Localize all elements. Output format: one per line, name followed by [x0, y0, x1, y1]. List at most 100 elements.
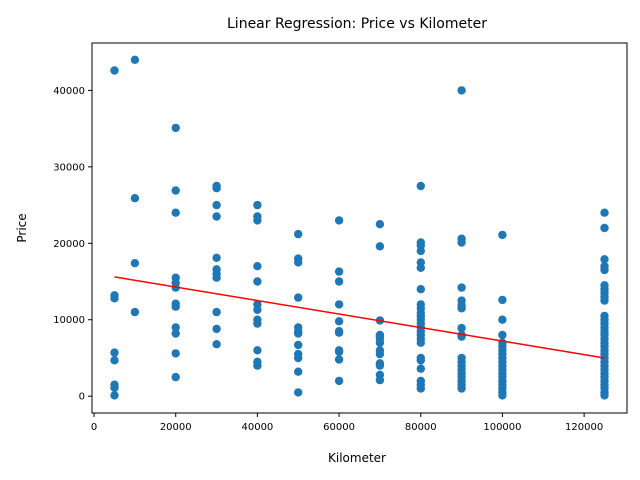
- data-point: [600, 223, 609, 233]
- data-point: [416, 285, 425, 294]
- data-point: [334, 328, 344, 337]
- y-tick-label: 40000: [53, 86, 85, 97]
- data-point: [334, 216, 344, 225]
- data-point: [253, 361, 262, 370]
- data-point: [212, 307, 221, 317]
- data-point: [212, 184, 221, 193]
- data-point: [294, 388, 303, 397]
- data-point: [457, 86, 466, 95]
- y-tick-label: 0: [79, 392, 85, 403]
- regression-layer: [114, 276, 605, 359]
- data-point: [171, 123, 180, 133]
- data-point: [375, 375, 385, 385]
- data-point: [457, 323, 466, 333]
- data-point: [416, 338, 425, 347]
- data-point: [212, 253, 221, 262]
- data-point: [294, 353, 303, 363]
- data-point: [294, 258, 303, 267]
- data-point: [600, 208, 609, 217]
- data-point: [375, 338, 385, 347]
- data-point: [171, 186, 180, 195]
- x-axis-label: Kilometer: [328, 451, 386, 465]
- data-point: [110, 391, 119, 400]
- data-point: [212, 200, 221, 210]
- data-point: [600, 296, 609, 305]
- data-point: [253, 346, 262, 355]
- data-point: [253, 200, 262, 210]
- data-point: [130, 55, 140, 64]
- data-point: [416, 384, 425, 393]
- data-point: [600, 391, 609, 400]
- data-point: [498, 330, 507, 340]
- data-point: [171, 323, 180, 332]
- data-point: [171, 372, 180, 382]
- data-point: [253, 277, 262, 286]
- data-point: [253, 319, 262, 328]
- data-point: [253, 262, 262, 271]
- x-tick-label: 40000: [241, 422, 273, 433]
- data-point: [110, 66, 119, 75]
- data-point: [375, 220, 385, 229]
- data-point: [498, 391, 507, 400]
- data-point: [294, 229, 303, 239]
- x-axis-ticks: 0 20000 40000 60000 80000 100000 120000: [91, 413, 603, 433]
- x-tick-label: 60000: [323, 422, 355, 433]
- data-point: [110, 383, 119, 392]
- y-axis-label: Price: [15, 213, 29, 242]
- data-point: [253, 305, 262, 314]
- data-point: [457, 283, 466, 292]
- y-tick-label: 20000: [53, 239, 85, 250]
- data-point: [171, 349, 180, 358]
- data-point: [130, 194, 140, 203]
- data-point: [600, 265, 609, 275]
- data-point: [294, 293, 303, 302]
- y-axis-ticks: 0 10000 20000 30000 40000: [53, 86, 92, 403]
- regression-line: [114, 276, 605, 359]
- data-point: [334, 267, 344, 276]
- data-point: [334, 300, 344, 309]
- data-point: [110, 348, 119, 357]
- data-point: [130, 259, 140, 268]
- data-point: [130, 307, 140, 317]
- data-point: [375, 242, 385, 251]
- data-point: [171, 329, 180, 338]
- data-point: [498, 295, 507, 305]
- data-point: [416, 356, 425, 365]
- data-point: [416, 181, 425, 191]
- data-point: [457, 238, 466, 247]
- x-tick-label: 100000: [483, 422, 521, 433]
- x-tick-label: 120000: [565, 422, 603, 433]
- data-point: [334, 347, 344, 356]
- data-point: [334, 355, 344, 364]
- data-point: [416, 263, 425, 272]
- data-point: [212, 324, 221, 334]
- chart-title: Linear Regression: Price vs Kilometer: [227, 16, 487, 32]
- y-tick-label: 30000: [53, 162, 85, 173]
- data-point: [294, 340, 303, 350]
- data-point: [375, 361, 385, 370]
- data-point: [294, 329, 303, 338]
- data-point: [110, 356, 119, 365]
- x-tick-label: 20000: [160, 422, 192, 433]
- data-point: [171, 302, 180, 311]
- data-point: [212, 340, 221, 349]
- data-point: [457, 304, 466, 313]
- data-point: [334, 317, 344, 326]
- data-point: [416, 246, 425, 256]
- data-point: [110, 294, 119, 303]
- data-point: [457, 384, 466, 393]
- data-point: [294, 367, 303, 376]
- plot-frame: [91, 42, 628, 414]
- data-point: [600, 255, 609, 264]
- data-point: [253, 216, 262, 225]
- points-layer: [110, 55, 609, 400]
- data-point: [171, 208, 180, 217]
- x-tick-label: 80000: [405, 422, 437, 433]
- data-point: [334, 376, 344, 386]
- data-point: [498, 230, 507, 240]
- data-point: [498, 315, 507, 324]
- data-point: [375, 349, 385, 359]
- data-point: [212, 212, 221, 221]
- data-point: [334, 277, 344, 286]
